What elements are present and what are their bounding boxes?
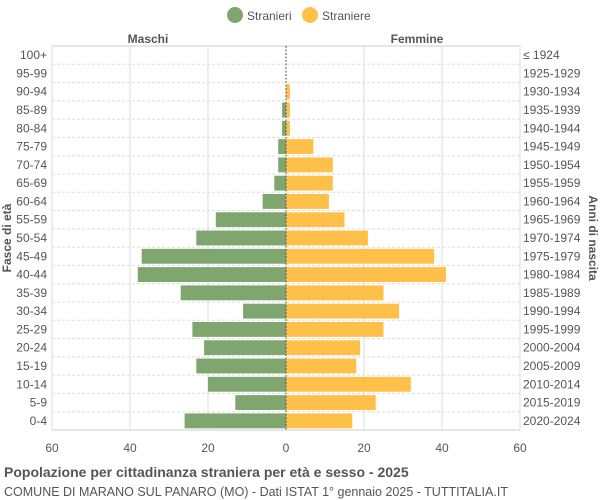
bar-female-35-39 (286, 285, 384, 301)
bar-female-40-44 (286, 267, 446, 283)
bar-male-35-39 (180, 285, 286, 301)
bar-female-50-54 (286, 230, 368, 246)
bar-female-5-9 (286, 395, 376, 411)
x-tick-label: 20 (357, 441, 371, 455)
birth-year-label: 1955-1959 (523, 176, 581, 190)
age-label: 70-74 (16, 158, 47, 172)
birth-year-label: 1950-1954 (523, 158, 581, 172)
bar-male-20-24 (204, 340, 286, 356)
birth-year-label: 1965-1969 (523, 213, 581, 227)
bar-male-15-19 (196, 358, 286, 374)
legend-label-stranieri: Stranieri (247, 9, 292, 23)
bar-female-0-4 (286, 413, 353, 429)
bar-female-20-24 (286, 340, 361, 356)
bar-male-50-54 (196, 230, 286, 246)
birth-year-label: 1975-1979 (523, 249, 581, 263)
bar-female-15-19 (286, 358, 357, 374)
age-label: 10-14 (16, 377, 47, 391)
age-label: 5-9 (30, 396, 48, 410)
age-label: 15-19 (16, 359, 47, 373)
bar-male-10-14 (208, 376, 286, 392)
age-label: 20-24 (16, 341, 47, 355)
y-axis-label-right: Anni di nascita (586, 195, 600, 281)
age-label: 45-49 (16, 249, 47, 263)
bar-female-80-84 (286, 120, 290, 136)
age-label: 65-69 (16, 176, 47, 190)
bar-male-0-4 (184, 413, 286, 429)
age-label: 100+ (20, 48, 47, 62)
birth-year-label: 2015-2019 (523, 396, 581, 410)
birth-year-label: ≤ 1924 (523, 48, 560, 62)
right-header: Femmine (391, 32, 444, 46)
legend-marker-straniere (302, 7, 318, 23)
birth-year-label: 1935-1939 (523, 103, 581, 117)
bar-female-70-74 (286, 157, 333, 173)
x-tick-label: 0 (283, 441, 290, 455)
bar-female-65-69 (286, 175, 333, 191)
pyramid-chart: 100+ ≤ 1924 95-99 1925-1929 90-94 1930-1934 85… (0, 7, 600, 455)
bar-male-85-89 (282, 102, 286, 118)
birth-year-label: 1945-1949 (523, 140, 581, 154)
bar-male-55-59 (215, 212, 286, 228)
bar-female-55-59 (286, 212, 345, 228)
x-tick-label: 60 (513, 441, 527, 455)
bar-male-60-64 (262, 193, 286, 209)
age-label: 75-79 (16, 140, 47, 154)
legend-label-straniere: Straniere (322, 9, 371, 23)
bar-male-25-29 (192, 321, 286, 337)
birth-year-label: 2020-2024 (523, 414, 581, 428)
birth-year-label: 1970-1974 (523, 231, 581, 245)
age-label: 90-94 (16, 85, 47, 99)
bar-male-5-9 (235, 395, 286, 411)
age-label: 95-99 (16, 66, 47, 80)
bar-male-75-79 (278, 139, 286, 155)
birth-year-label: 1960-1964 (523, 194, 581, 208)
birth-year-label: 1995-1999 (523, 322, 581, 336)
birth-year-label: 1925-1929 (523, 66, 581, 80)
age-label: 50-54 (16, 231, 47, 245)
bar-male-30-34 (243, 303, 286, 319)
x-tick-label: 40 (435, 441, 449, 455)
age-label: 25-29 (16, 322, 47, 336)
bar-female-45-49 (286, 248, 435, 264)
birth-year-label: 2000-2004 (523, 341, 581, 355)
age-label: 40-44 (16, 268, 47, 282)
birth-year-label: 1980-1984 (523, 268, 581, 282)
bar-female-85-89 (286, 102, 290, 118)
bar-male-40-44 (137, 267, 286, 283)
bar-female-60-64 (286, 193, 329, 209)
bar-male-65-69 (274, 175, 286, 191)
legend-marker-stranieri (227, 7, 243, 23)
bar-female-90-94 (286, 84, 290, 100)
age-label: 35-39 (16, 286, 47, 300)
age-label: 0-4 (30, 414, 48, 428)
birth-year-label: 1930-1934 (523, 85, 581, 99)
birth-year-label: 1985-1989 (523, 286, 581, 300)
x-tick-label: 40 (123, 441, 137, 455)
bar-male-80-84 (282, 120, 286, 136)
age-label: 55-59 (16, 213, 47, 227)
age-label: 80-84 (16, 121, 47, 135)
y-axis-label-left: Fasce di età (0, 203, 14, 272)
left-header: Maschi (128, 32, 169, 46)
bar-female-30-34 (286, 303, 400, 319)
birth-year-label: 1940-1944 (523, 121, 581, 135)
bar-male-70-74 (278, 157, 286, 173)
age-label: 85-89 (16, 103, 47, 117)
x-tick-label: 60 (45, 441, 59, 455)
chart-title: Popolazione per cittadinanza straniera p… (4, 464, 409, 480)
bar-female-10-14 (286, 376, 411, 392)
bar-female-25-29 (286, 321, 384, 337)
birth-year-label: 2005-2009 (523, 359, 581, 373)
bar-female-75-79 (286, 139, 314, 155)
birth-year-label: 1990-1994 (523, 304, 581, 318)
x-tick-label: 20 (201, 441, 215, 455)
chart-subtitle: COMUNE DI MARANO SUL PANARO (MO) - Dati … (4, 485, 508, 499)
birth-year-label: 2010-2014 (523, 377, 581, 391)
age-label: 60-64 (16, 194, 47, 208)
bar-male-45-49 (141, 248, 286, 264)
age-label: 30-34 (16, 304, 47, 318)
